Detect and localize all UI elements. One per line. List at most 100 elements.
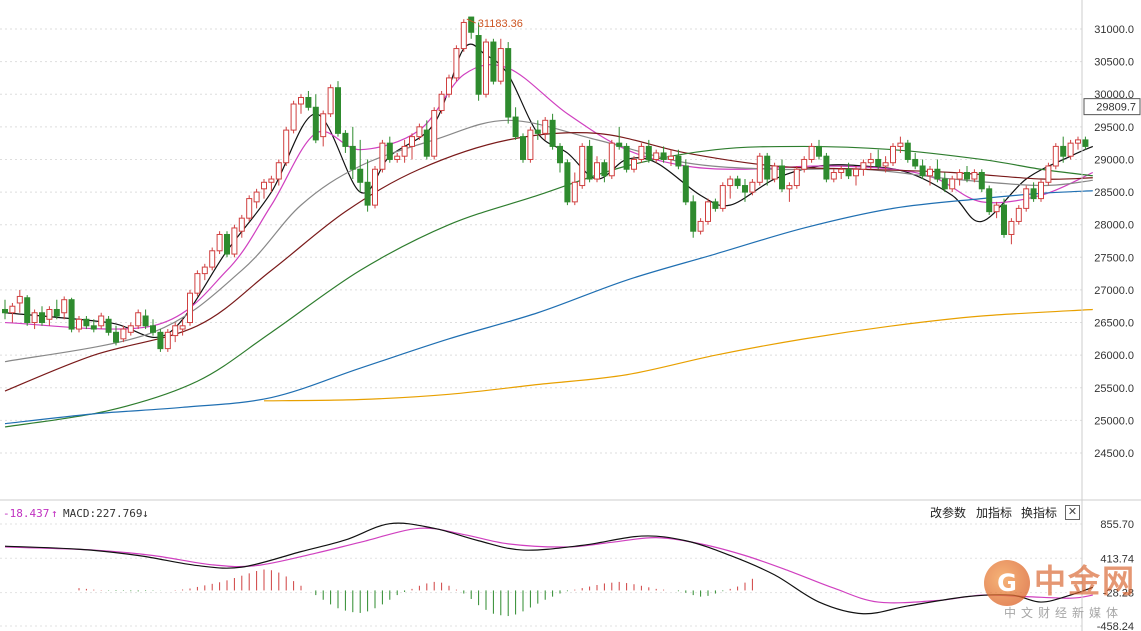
candle-up [372, 165, 378, 209]
modify-params-button[interactable]: 改参数 [930, 506, 967, 520]
ma-line-ma60 [4, 145, 1093, 428]
candle-body [608, 142, 615, 177]
candle-body [90, 325, 97, 330]
candle-down [1001, 198, 1007, 238]
candle-body [631, 158, 637, 170]
candle-body [719, 185, 726, 209]
candle-up [756, 152, 763, 186]
macd-tick-label: 413.74 [1100, 553, 1134, 565]
candle-down [305, 90, 312, 111]
candle-body [1008, 220, 1015, 235]
candle-body [475, 35, 482, 95]
y-tick-label: 31000.0 [1094, 24, 1134, 36]
candle-body [216, 233, 223, 252]
candle-body [971, 172, 978, 180]
candle-down [386, 136, 393, 163]
candle-up [497, 38, 504, 85]
candle-body [505, 48, 512, 118]
candle-up [216, 231, 223, 255]
macd-panel: 855.70 413.74 -28.28 -458.24 [0, 519, 1134, 631]
candle-body [246, 198, 253, 219]
candle-body [327, 87, 334, 115]
candle-down [224, 231, 230, 258]
candle-down [623, 143, 630, 173]
candle-down [335, 81, 341, 137]
candle-up [201, 263, 208, 281]
candle-up [172, 322, 179, 343]
candle-up [956, 169, 963, 186]
candle-body [520, 136, 526, 160]
candle-body [1082, 139, 1089, 147]
candle-body [564, 162, 571, 203]
candle-body [298, 96, 304, 105]
candle-up [853, 165, 859, 186]
candle-body [394, 155, 401, 160]
candle-body [61, 299, 68, 314]
candle-body [164, 331, 171, 350]
candle-body [882, 162, 889, 167]
ma-line-ma10 [4, 64, 1094, 330]
ma-line-ma20 [4, 119, 1093, 363]
candle-body [46, 308, 53, 320]
candle-body [978, 172, 985, 190]
candle-body [135, 312, 142, 327]
candle-down [53, 299, 60, 320]
candle-body [534, 129, 541, 134]
candle-body [771, 165, 778, 180]
candle-body [527, 129, 534, 160]
candle-up [571, 172, 578, 206]
switch-indicator-button[interactable]: 换指标 [1021, 506, 1058, 520]
candle-down [90, 319, 97, 333]
candle-up [453, 45, 460, 82]
candle-up [120, 325, 127, 343]
candle-down [1060, 136, 1067, 163]
candle-body [690, 201, 697, 232]
candle-body [542, 119, 549, 134]
candle-body [446, 77, 452, 95]
macd-legend: -18.437 ↑ MACD:227.769 ↓ [3, 507, 149, 520]
candle-body [727, 178, 734, 187]
candle-body [823, 155, 830, 180]
close-panel-icon[interactable]: ✕ [1065, 505, 1080, 520]
candle-down [904, 139, 911, 163]
candlesticks[interactable] [2, 16, 1089, 352]
candle-up [1038, 179, 1044, 202]
candle-body [1067, 142, 1074, 157]
candle-down [690, 195, 697, 238]
macd-tick-label: -28.28 [1103, 588, 1134, 600]
candle-up [860, 159, 867, 176]
candle-up [1052, 143, 1059, 170]
candle-down [150, 319, 156, 336]
candle-up [194, 270, 201, 297]
current-price-label: 29809.7 [1096, 102, 1136, 114]
ma-line-ma250 [263, 308, 1093, 402]
candle-down [505, 42, 512, 124]
candle-up [16, 289, 23, 313]
candle-down [475, 22, 482, 101]
y-tick-label: 29500.0 [1094, 122, 1134, 134]
candle-body [31, 312, 38, 324]
candle-up [971, 169, 978, 183]
candle-body [290, 103, 297, 131]
candle-body [697, 220, 704, 232]
candle-body [742, 185, 748, 193]
candle-body [867, 158, 874, 164]
add-indicator-button[interactable]: 加指标 [976, 506, 1013, 520]
candle-down [675, 149, 682, 170]
y-tick-label: 24500.0 [1094, 448, 1134, 460]
candle-down [520, 133, 526, 163]
candle-body [142, 315, 149, 327]
dea-line [4, 527, 1093, 604]
candle-body [201, 266, 208, 275]
candle-up [379, 139, 386, 173]
candle-up [838, 165, 845, 180]
candle-body [986, 188, 993, 213]
y-tick-label: 25500.0 [1094, 383, 1134, 395]
candle-up [579, 143, 586, 189]
candle-down [986, 185, 993, 215]
candle-up [786, 182, 793, 202]
candle-body [231, 227, 238, 255]
candle-down [2, 299, 8, 320]
candle-up [187, 289, 193, 326]
